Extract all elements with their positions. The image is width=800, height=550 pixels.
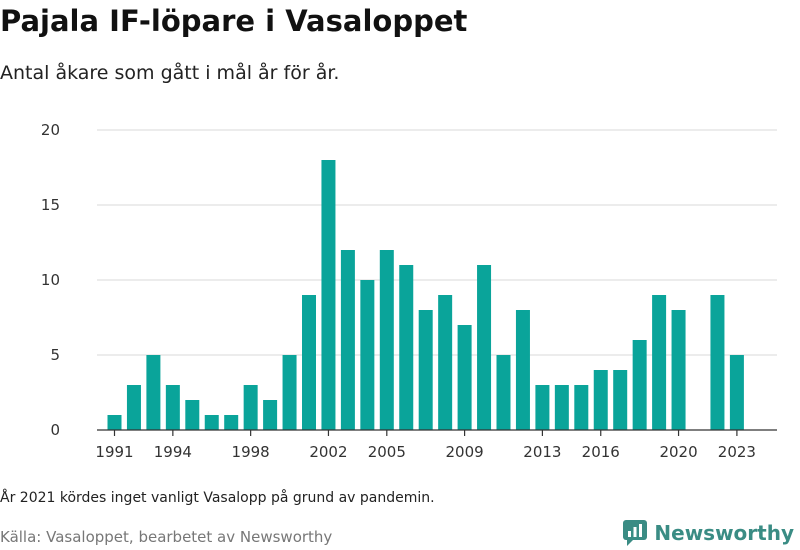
bar-2014[interactable]	[554, 385, 569, 430]
bar-2005[interactable]	[379, 250, 394, 430]
bar-2001[interactable]	[302, 295, 316, 430]
bar-2019[interactable]	[652, 295, 667, 430]
bar-1997[interactable]	[224, 415, 239, 430]
bar-2004[interactable]	[360, 280, 375, 430]
bars	[107, 160, 744, 430]
bar-2007[interactable]	[418, 310, 433, 430]
bar-1992[interactable]	[126, 385, 141, 430]
bar-2006[interactable]	[399, 265, 414, 430]
newsworthy-logo[interactable]: Newsworthy	[622, 518, 794, 548]
x-tick-label: 2013	[523, 443, 561, 461]
x-tick-label: 2009	[446, 443, 484, 461]
bar-2017[interactable]	[613, 370, 628, 430]
x-tick-label: 2016	[582, 443, 620, 461]
bar-1996[interactable]	[204, 415, 219, 430]
x-tick-label: 1998	[232, 443, 270, 461]
footnote: År 2021 kördes inget vanligt Vasalopp på…	[0, 490, 435, 506]
bar-1999[interactable]	[263, 400, 278, 430]
bar-2018[interactable]	[632, 340, 647, 430]
chart-title: Pajala IF-löpare i Vasaloppet	[0, 4, 468, 38]
x-tick-label: 2002	[309, 443, 347, 461]
bar-1991[interactable]	[107, 415, 122, 430]
bar-1998[interactable]	[243, 385, 258, 430]
y-tick-label: 20	[41, 121, 60, 139]
x-tick-label: 2023	[718, 443, 756, 461]
source-text: Källa: Vasaloppet, bearbetet av Newswort…	[0, 528, 333, 546]
x-tick-label: 2005	[368, 443, 406, 461]
bar-2010[interactable]	[477, 265, 492, 430]
x-tick-label: 1994	[154, 443, 192, 461]
y-tick-label: 5	[50, 346, 60, 364]
bar-1994[interactable]	[165, 385, 180, 430]
y-tick-label: 10	[41, 271, 60, 289]
bar-2016[interactable]	[593, 370, 608, 430]
bar-2023[interactable]	[729, 355, 744, 430]
bar-2022[interactable]	[710, 295, 725, 430]
x-tick-label: 2020	[659, 443, 697, 461]
chart-subtitle: Antal åkare som gått i mål år för år.	[0, 62, 340, 84]
x-tick-label: 1991	[95, 443, 133, 461]
axes: 0 5 10 15 20 1991 1994 1998 2002 2005 2009 2013 2016…	[41, 121, 777, 461]
bar-2013[interactable]	[535, 385, 550, 430]
bar-2020[interactable]	[671, 310, 686, 430]
bar-1995[interactable]	[185, 400, 200, 430]
bar-2011[interactable]	[496, 355, 511, 430]
bar-2009[interactable]	[457, 325, 472, 430]
newsworthy-logo-text: Newsworthy	[654, 521, 794, 545]
bar-2012[interactable]	[515, 310, 530, 430]
newsworthy-logo-icon	[623, 520, 648, 546]
bar-2000[interactable]	[282, 355, 297, 430]
bar-2003[interactable]	[340, 250, 355, 430]
bar-chart: 0 5 10 15 20 1991 1994 1998 2002 2005 2009 2013 2016…	[41, 121, 777, 461]
bar-2008[interactable]	[438, 295, 453, 430]
bar-1993[interactable]	[146, 355, 161, 430]
bar-2002[interactable]	[321, 160, 336, 430]
bar-2015[interactable]	[574, 385, 589, 430]
y-tick-label: 15	[41, 196, 60, 214]
y-tick-label: 0	[50, 421, 60, 439]
